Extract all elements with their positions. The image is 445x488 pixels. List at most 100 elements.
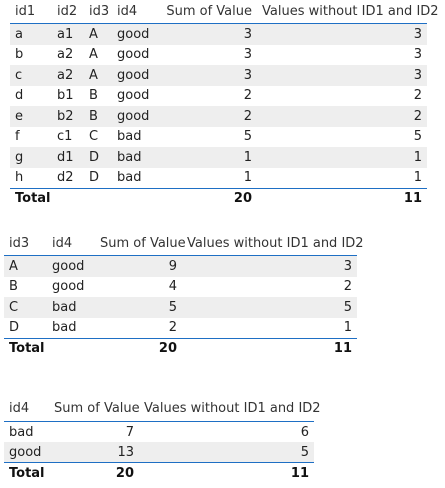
cell-sum-of-value: 1 [159,147,257,168]
cell-sum-of-value: 3 [243,47,252,63]
cell-id4: good [47,255,95,277]
table-row[interactable]: A good 9 3 [4,255,357,277]
table-row[interactable]: D bad 2 1 [4,318,357,339]
cell-id1: b [15,47,24,63]
matrix-table-id4: id4 Sum of Value Values without ID1 and … [4,396,321,483]
total-empty-cell [47,338,95,358]
cell-values-without-id1-id2: 1 [257,147,427,168]
cell-id3: D [84,147,112,168]
cell-id3: C [89,129,99,145]
cell-sum-of-value: 1 [243,170,252,186]
total-sum-of-value: 20 [95,338,182,358]
column-header-id1[interactable]: id1 [10,0,52,24]
cell-id3: D [9,320,20,336]
cell-values-without-id1-id2: 3 [413,47,422,63]
total-sum-of-value: 20 [159,188,257,208]
cell-id4: good [112,106,159,127]
total-values-without-id1-id2: 11 [257,188,427,208]
cell-values-without-id1-id2: 5 [413,129,422,145]
cell-id4: bad [9,424,34,440]
total-label: Total [4,338,47,358]
cell-id2: d2 [57,170,74,186]
table-row[interactable]: c a2 A good 3 3 [10,65,427,86]
total-values-without-id1-id2: 11 [139,462,314,483]
cell-id1: h [15,170,24,186]
cell-id3: B [9,279,18,295]
total-label: Total [4,462,49,483]
cell-values-without-id1-id2: 3 [257,23,427,45]
cell-sum-of-value: 5 [243,129,252,145]
cell-id4: bad [52,320,77,336]
column-header-id4[interactable]: id4 [112,0,159,24]
cell-values-without-id1-id2: 6 [300,424,309,440]
cell-id3: B [84,106,112,127]
cell-sum-of-value: 5 [95,297,182,318]
total-row: Total 20 11 [4,338,357,358]
total-row: Total 20 11 [10,188,427,208]
column-header-values-without-id1-id2[interactable]: Values without ID1 and ID2 [182,231,364,256]
table-row[interactable]: d b1 B good 2 2 [10,86,427,107]
table-row[interactable]: good 13 5 [4,442,314,463]
table-row[interactable]: C bad 5 5 [4,297,357,318]
cell-id1: a [10,23,52,45]
table-row[interactable]: b a2 A good 3 3 [10,45,427,66]
cell-sum-of-value: 2 [243,88,252,104]
cell-id4: good [117,47,150,63]
cell-values-without-id1-id2: 1 [413,170,422,186]
cell-id4: good [112,23,159,45]
cell-id4: good [112,65,159,86]
cell-values-without-id1-id2: 3 [257,65,427,86]
cell-id4: good [117,88,150,104]
total-values-without-id1-id2: 11 [182,338,357,358]
cell-id4: bad [117,129,142,145]
cell-values-without-id1-id2: 5 [182,297,357,318]
cell-id3: D [89,170,100,186]
column-header-values-without-id1-id2[interactable]: Values without ID1 and ID2 [257,0,439,24]
cell-sum-of-value: 3 [159,23,257,45]
cell-id2: a1 [52,23,84,45]
cell-id4: good [4,442,49,463]
total-sum-of-value: 20 [49,462,139,483]
table-row[interactable]: f c1 C bad 5 5 [10,127,427,148]
cell-values-without-id1-id2: 1 [343,320,352,336]
cell-id4: bad [112,147,159,168]
column-header-values-without-id1-id2[interactable]: Values without ID1 and ID2 [139,396,321,422]
cell-id3: C [4,297,47,318]
cell-sum-of-value: 4 [168,279,177,295]
cell-id1: c [10,65,52,86]
cell-id3: A [84,65,112,86]
cell-sum-of-value: 7 [125,424,134,440]
cell-id1: f [15,129,20,145]
table-row[interactable]: h d2 D bad 1 1 [10,168,427,189]
cell-id2: b1 [57,88,74,104]
total-empty-cell [112,188,159,208]
table-header-row: id4 Sum of Value Values without ID1 and … [4,396,321,422]
table-header-row: id1 id2 id3 id4 Sum of Value Values with… [10,0,439,24]
column-header-sum-of-value[interactable]: Sum of Value [95,231,186,256]
cell-id1: d [15,88,24,104]
cell-id1: g [10,147,52,168]
cell-id1: e [10,106,52,127]
cell-id2: b2 [52,106,84,127]
total-empty-cell [52,188,84,208]
column-header-id4[interactable]: id4 [47,231,95,256]
column-header-sum-of-value[interactable]: Sum of Value [49,396,140,422]
cell-values-without-id1-id2: 3 [182,255,357,277]
table-row[interactable]: a a1 A good 3 3 [10,23,427,45]
cell-sum-of-value: 13 [49,442,139,463]
table-row[interactable]: g d1 D bad 1 1 [10,147,427,168]
column-header-id2[interactable]: id2 [52,0,84,24]
cell-sum-of-value: 2 [159,106,257,127]
column-header-id3[interactable]: id3 [4,231,47,256]
table-row[interactable]: bad 7 6 [4,422,314,443]
cell-id2: c1 [57,129,73,145]
column-header-id3[interactable]: id3 [84,0,112,24]
matrix-table-id1: id1 id2 id3 id4 Sum of Value Values with… [10,0,439,208]
total-empty-cell [84,188,112,208]
column-header-sum-of-value[interactable]: Sum of Value [159,0,257,24]
table-row[interactable]: B good 4 2 [4,277,357,298]
table-row[interactable]: e b2 B good 2 2 [10,106,427,127]
cell-id2: a2 [57,47,74,63]
total-label: Total [10,188,52,208]
column-header-id4[interactable]: id4 [4,396,49,422]
